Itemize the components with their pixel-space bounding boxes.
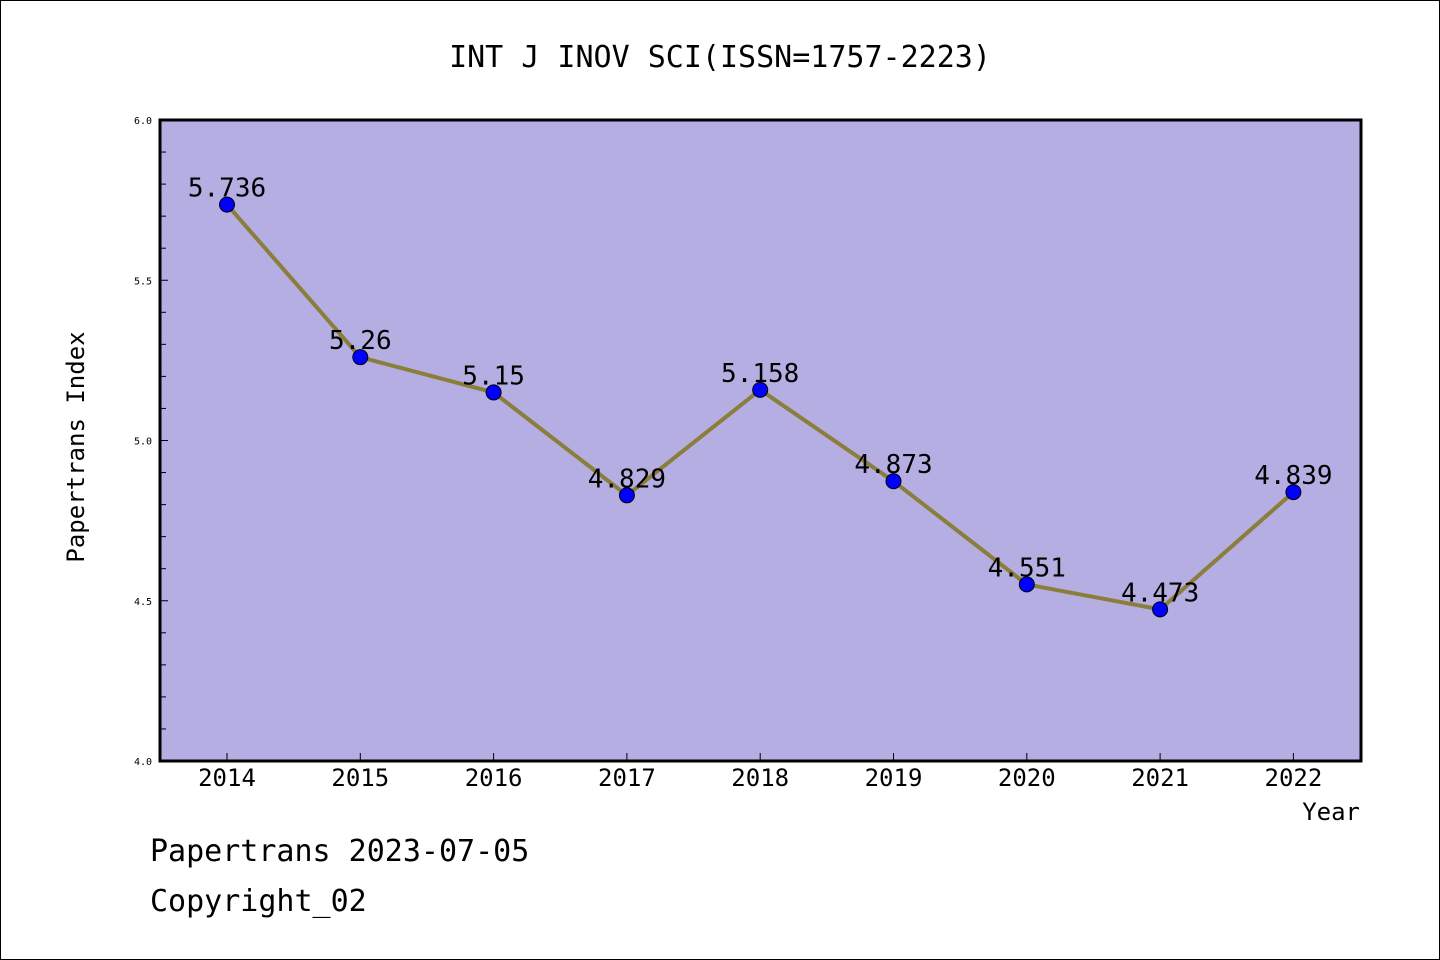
y-tick-label: 4.5 xyxy=(134,597,152,608)
data-point xyxy=(485,384,502,401)
x-tick-label: 2022 xyxy=(1265,764,1323,792)
data-label: 5.158 xyxy=(721,359,799,389)
data-point xyxy=(885,473,902,490)
y-tick-label: 5.5 xyxy=(134,276,152,287)
series-group: 5.736 5.26 5.15 4.829 5.158 4.873 4.551 4.473 4.… xyxy=(188,174,1333,618)
y-tick-label: 6.0 xyxy=(134,116,152,127)
y-axis-label: Papertrans Index xyxy=(62,331,90,562)
x-tick-label: 2017 xyxy=(598,764,656,792)
x-tick-label: 2014 xyxy=(198,764,256,792)
data-label: 4.829 xyxy=(588,464,666,494)
x-tick-label: 2016 xyxy=(465,764,523,792)
data-point xyxy=(1018,576,1035,593)
y-tick-label: 4.0 xyxy=(134,757,152,768)
data-point xyxy=(352,349,369,366)
x-tick-label: 2018 xyxy=(731,764,789,792)
data-point xyxy=(1285,484,1302,501)
data-label: 5.15 xyxy=(462,361,525,391)
data-label: 5.26 xyxy=(329,326,392,356)
x-axis-label: Year xyxy=(1302,798,1360,826)
x-tick-label: 2020 xyxy=(998,764,1056,792)
x-tick-label: 2019 xyxy=(865,764,923,792)
x-tick-label: 2021 xyxy=(1131,764,1189,792)
footer-date: Papertrans 2023-07-05 xyxy=(150,834,530,869)
chart-title: INT J INOV SCI(ISSN=1757-2223) xyxy=(449,40,991,75)
y-axis: 4.0 4.5 5.0 5.5 6.0 xyxy=(134,116,168,768)
plot-area xyxy=(158,118,1363,763)
data-point xyxy=(1152,601,1169,618)
data-label: 5.736 xyxy=(188,174,266,204)
data-point xyxy=(618,487,635,504)
footer-copyright: Copyright_02 xyxy=(150,884,367,919)
data-label: 4.551 xyxy=(988,553,1066,583)
x-axis: 2014 2015 2016 2017 2018 2019 2020 2021 2022 xyxy=(198,753,1322,792)
data-label: 4.473 xyxy=(1121,578,1199,608)
data-point xyxy=(219,196,235,213)
y-tick-label: 5.0 xyxy=(134,437,152,448)
data-label: 4.873 xyxy=(854,450,932,480)
x-tick-label: 2015 xyxy=(331,764,389,792)
data-label: 4.839 xyxy=(1254,461,1332,491)
data-point xyxy=(752,381,769,398)
